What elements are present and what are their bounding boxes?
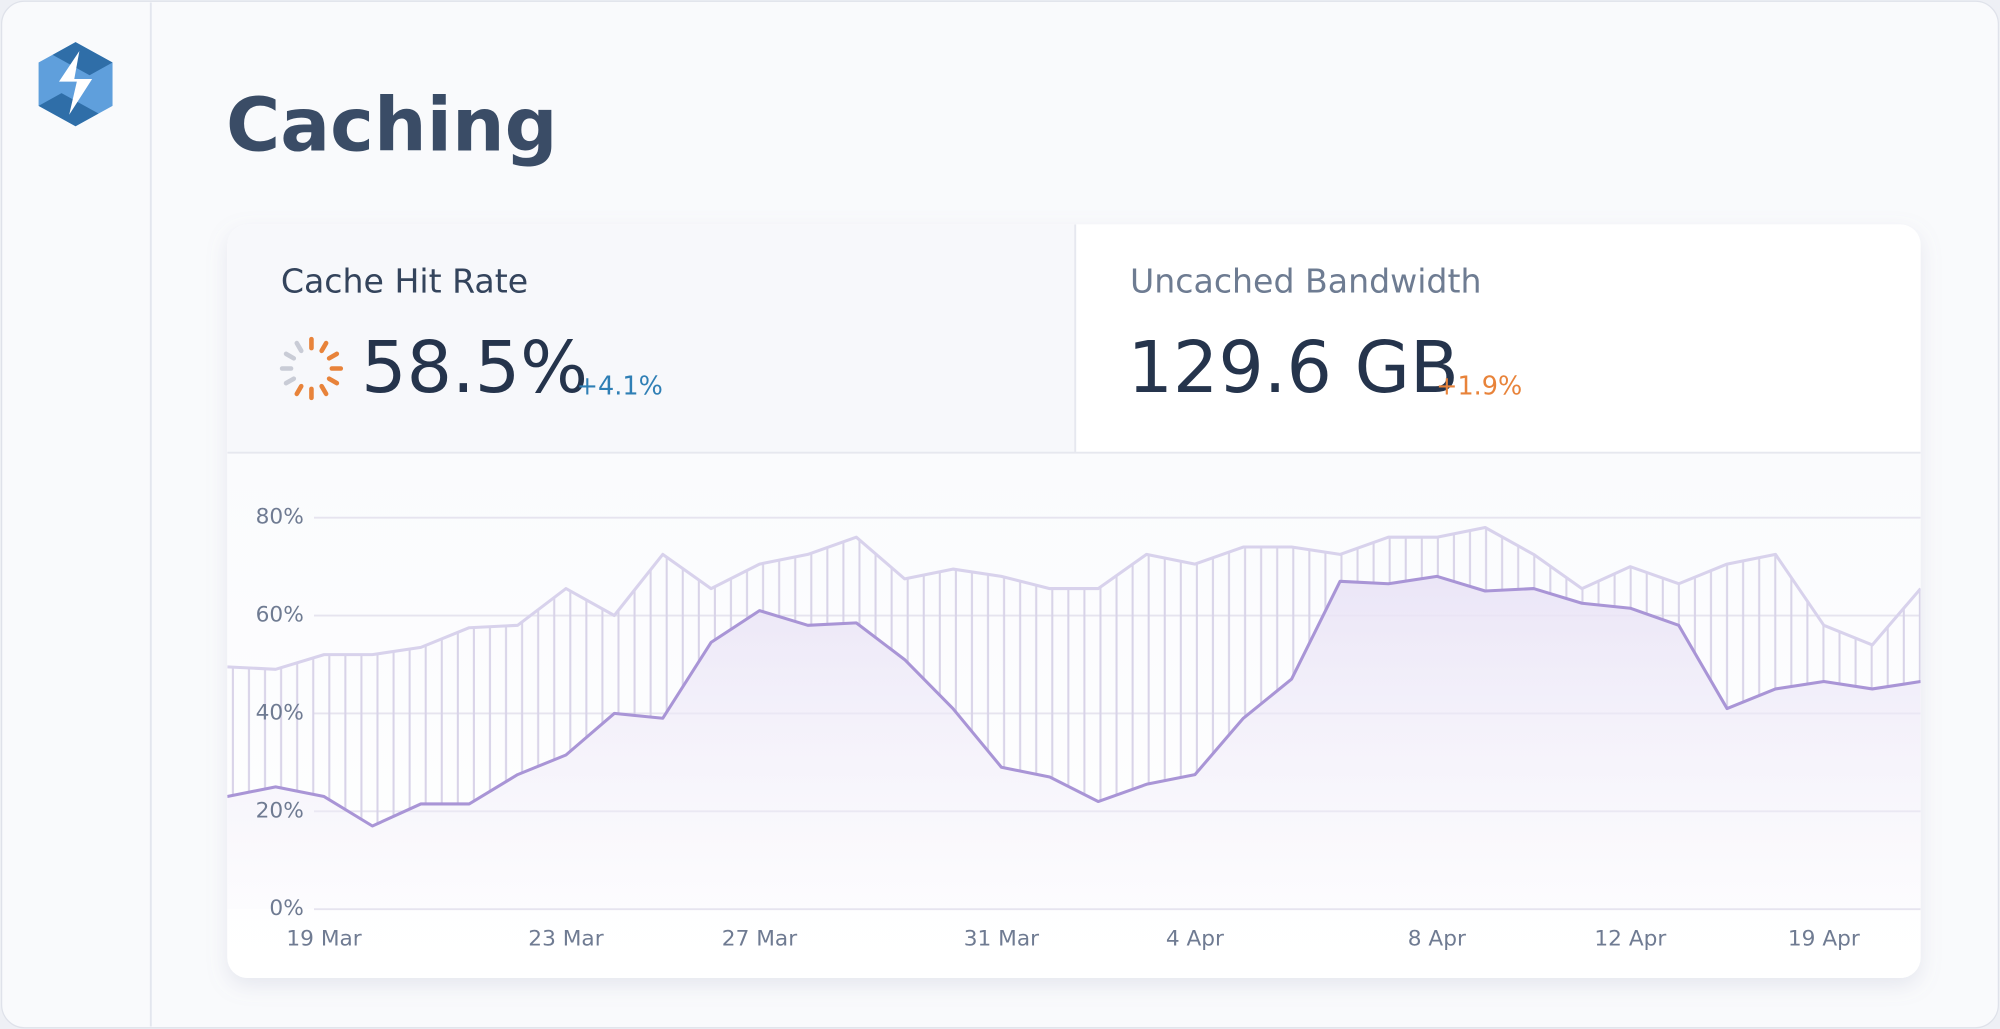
- y-tick-label: 80%: [256, 505, 304, 530]
- series-line: [227, 574, 1921, 828]
- gap-hatch: [227, 527, 1921, 827]
- x-tick-label: 19 Apr: [1788, 927, 1860, 952]
- logo[interactable]: [38, 42, 113, 127]
- metric-panel[interactable]: [227, 224, 1076, 453]
- x-tick-label: 27 Mar: [722, 927, 797, 952]
- area-under: [227, 576, 1921, 910]
- y-tick-label: 20%: [256, 798, 304, 823]
- y-tick-label: 40%: [256, 700, 304, 725]
- x-tick-label: 8 Apr: [1408, 927, 1466, 952]
- y-tick-label: 60%: [256, 603, 304, 628]
- x-tick-label: 23 Mar: [528, 927, 603, 952]
- metric-change: +1.9%: [1436, 372, 1522, 402]
- metric-label: Uncached Bandwidth: [1130, 262, 1481, 301]
- x-tick-label: 4 Apr: [1166, 927, 1224, 952]
- metric-change: +4.1%: [577, 372, 663, 402]
- card: Cache Hit Rate 58.5% +4.1% Uncached Band…: [227, 224, 1921, 978]
- series-line: [227, 525, 1921, 671]
- x-tick-label: 12 Apr: [1594, 927, 1666, 952]
- metric-value: 58.5%: [361, 326, 588, 409]
- x-tick-label: 31 Mar: [964, 927, 1039, 952]
- x-tick-label: 19 Mar: [286, 927, 361, 952]
- metric-label: Cache Hit Rate: [281, 262, 528, 301]
- spinner-icon: [279, 336, 344, 401]
- metric-value: 129.6 GB: [1128, 326, 1459, 409]
- y-tick-label: 0%: [269, 896, 303, 921]
- metric-panel[interactable]: [1075, 224, 1921, 453]
- page-title: Caching: [226, 83, 558, 169]
